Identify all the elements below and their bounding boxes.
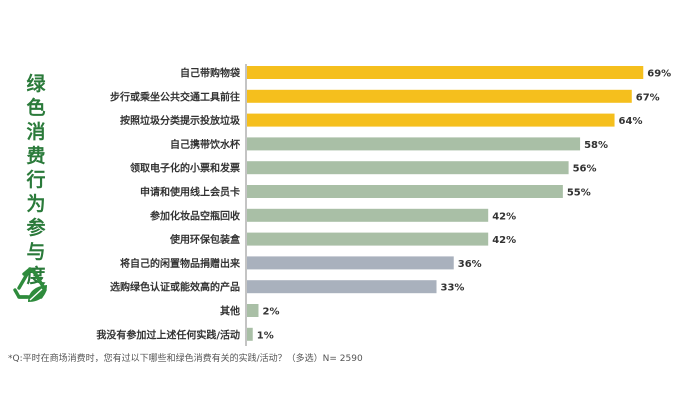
bar-chart: 自己带购物袋 69% 步行或乘坐公共交通工具前往 67% 按照垃圾分类提示投放垃圾 64%… [96,64,671,346]
bar [247,89,632,103]
bar [247,256,454,270]
value-label: 42% [492,211,516,222]
category-label: 领取电子化的小票和发票 [130,162,240,175]
value-label: 33% [441,283,465,294]
bar [247,113,615,127]
side-title-char: 与 [26,241,46,263]
side-title-char: 消 [26,121,46,143]
value-label: 67% [636,92,660,103]
value-label: 36% [458,259,482,270]
value-label: 69% [647,69,671,80]
side-title-char: 色 [26,97,46,119]
category-label: 使用环保包装盒 [169,233,241,246]
bar [247,185,563,198]
value-label: 55% [567,188,591,199]
side-title-char: 绿 [26,73,46,95]
category-label: 步行或乘坐公共交通工具前往 [110,90,240,103]
side-title-char: 费 [26,145,46,167]
value-label: 2% [262,307,279,318]
footnote: *Q:平时在商场消费时，您有过以下哪些和绿色消费有关的实践/活动？（多选）N= … [8,354,363,364]
bar [247,137,581,151]
side-title-char: 参 [26,217,46,239]
category-label: 参加化妆品空瓶回收 [150,209,240,222]
category-label: 自己携带饮水杯 [170,138,241,151]
side-title-char: 行 [26,169,46,191]
bar [247,280,437,294]
side-title-char: 为 [26,193,46,215]
value-label: 58% [584,140,608,151]
value-label: 64% [619,116,643,127]
category-label: 按照垃圾分类提示投放垃圾 [120,114,241,127]
category-label: 我没有参加过上述任何实践/活动 [96,328,240,341]
category-label: 申请和使用线上会员卡 [140,186,240,199]
category-label: 选购绿色认证或能效高的产品 [110,281,240,294]
value-label: 42% [492,235,516,246]
bar [247,304,259,317]
category-label: 将自己的闲置物品捐赠出来 [120,257,241,270]
bar [247,327,253,341]
bar [247,232,489,246]
value-label: 1% [257,330,274,341]
recycle-leaf-icon [13,267,47,302]
bar [247,66,644,79]
bar [247,208,489,222]
bar [247,161,569,175]
value-label: 56% [573,164,597,175]
category-label: 其他 [220,305,240,318]
category-label: 自己带购物袋 [180,67,241,80]
